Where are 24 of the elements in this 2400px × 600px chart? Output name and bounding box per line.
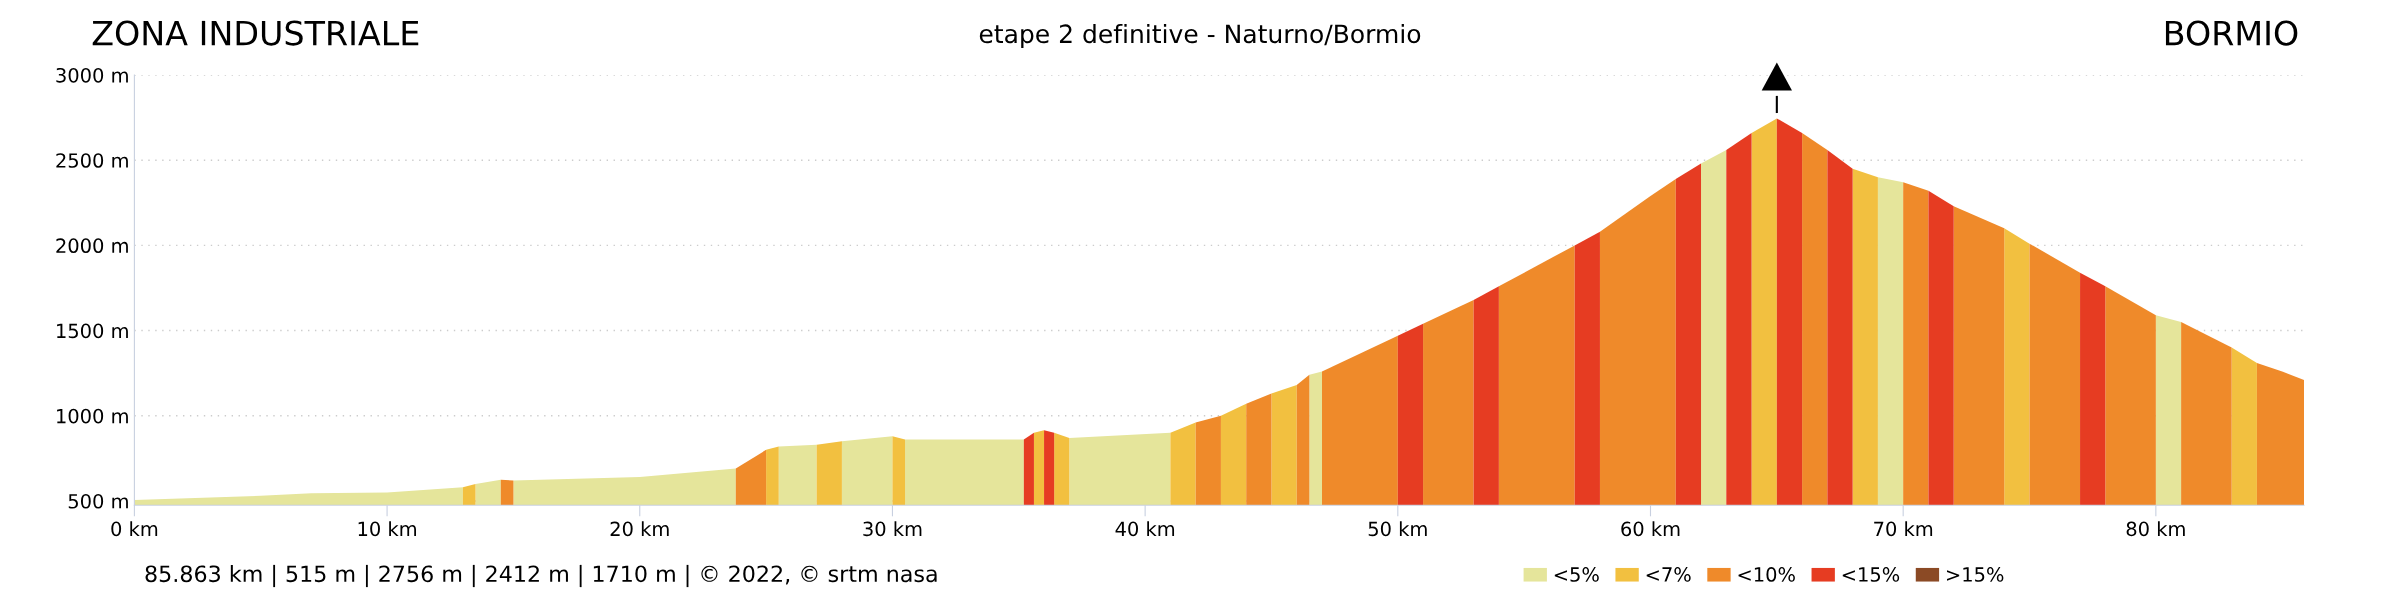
legend-label: <15%: [1842, 567, 1900, 582]
y-tick-label: 2500 m: [56, 153, 128, 168]
x-tick-label: 60 km: [1621, 521, 1680, 537]
y-tick-label: 1000 m: [57, 408, 128, 424]
legend-label: <10%: [1738, 567, 1795, 582]
text: ZONA INDUSTRIALE: [92, 20, 419, 46]
legend-label: <5%: [1554, 567, 1599, 582]
x-tick-label: 30 km: [863, 521, 922, 537]
x-tick-label: 10 km: [358, 521, 416, 537]
legend-label: <7%: [1646, 567, 1691, 582]
y-tick-label: 500 m: [68, 493, 128, 509]
y-tick-label: 3000 m: [56, 67, 128, 83]
y-tick-label: 1500 m: [57, 323, 128, 339]
x-tick-label: 70 km: [1874, 521, 1933, 537]
x-tick-label: 0 km: [111, 521, 158, 537]
chart-title: etape 2 definitive - Naturno/Bormio: [979, 23, 1421, 49]
x-tick-label: 20 km: [610, 521, 669, 537]
x-tick-label: 40 km: [1115, 521, 1175, 537]
text: BORMIO: [2165, 20, 2298, 46]
x-tick-label: 80 km: [2126, 521, 2185, 537]
legend-label: >15%: [1947, 567, 2004, 582]
y-tick-label: 2000 m: [56, 238, 128, 254]
text: 85.863 km | 515 m | 2756 m | 2412 m | 1710 m | © 2022, © srtm nasa: [145, 564, 937, 588]
x-tick-label: 50 km: [1368, 521, 1427, 537]
